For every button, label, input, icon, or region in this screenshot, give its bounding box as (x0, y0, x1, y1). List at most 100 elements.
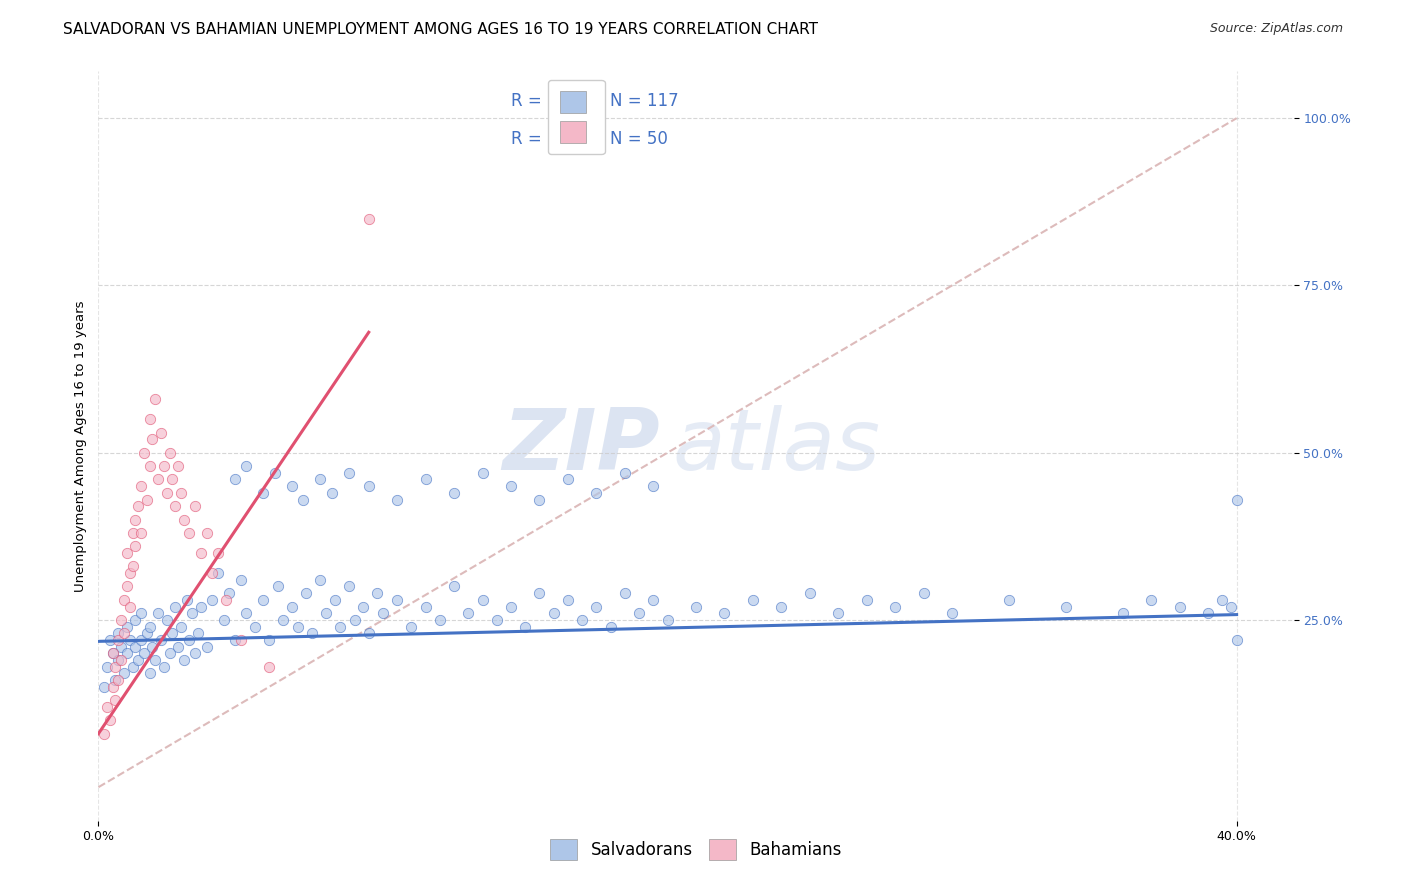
Point (184, 646, 207, 660)
Point (321, 485, 343, 500)
Point (104, 693, 127, 707)
Point (585, 485, 607, 500)
Point (385, 592, 409, 607)
Point (127, 500, 149, 514)
Point (207, 566, 229, 581)
Point (235, 607, 257, 621)
Point (415, 473, 437, 487)
Point (201, 592, 224, 607)
Point (138, 666, 160, 681)
Point (141, 640, 163, 654)
Point (115, 580, 138, 594)
Point (118, 633, 141, 648)
Point (1219, 599, 1241, 614)
Point (352, 599, 374, 614)
Point (267, 580, 290, 594)
Point (138, 412, 160, 426)
Point (162, 473, 184, 487)
Point (1140, 592, 1163, 607)
Point (309, 473, 332, 487)
Point (529, 492, 551, 507)
Point (184, 500, 207, 514)
Point (96, 699, 118, 714)
Text: Source: ZipAtlas.com: Source: ZipAtlas.com (1209, 22, 1343, 36)
Point (443, 485, 465, 500)
Point (150, 633, 173, 648)
Point (124, 539, 146, 553)
Point (1197, 607, 1219, 621)
Point (599, 620, 621, 634)
Point (162, 626, 184, 640)
Point (101, 680, 124, 694)
Point (115, 546, 138, 560)
Point (485, 613, 508, 627)
Point (148, 607, 170, 621)
Point (115, 620, 138, 634)
Point (252, 485, 274, 500)
Point (118, 566, 141, 581)
Point (115, 646, 138, 660)
Point (229, 573, 252, 587)
Point (998, 592, 1021, 607)
Point (159, 446, 181, 460)
Point (827, 607, 849, 621)
Point (107, 653, 129, 667)
Point (657, 613, 679, 627)
Point (153, 660, 176, 674)
Point (129, 607, 152, 621)
Point (167, 640, 190, 654)
Point (499, 599, 522, 614)
Point (212, 613, 235, 627)
Point (401, 620, 423, 634)
Point (190, 546, 212, 560)
Point (156, 485, 179, 500)
Point (613, 586, 636, 600)
Point (371, 607, 394, 621)
Y-axis label: Unemployment Among Ages 16 to 19 years: Unemployment Among Ages 16 to 19 years (75, 301, 87, 591)
Point (1054, 599, 1077, 614)
Point (543, 607, 565, 621)
Point (741, 592, 763, 607)
Point (104, 673, 127, 688)
Point (257, 633, 280, 648)
Point (685, 599, 707, 614)
Legend: Salvadorans, Bahamians: Salvadorans, Bahamians (543, 830, 849, 869)
Point (153, 459, 176, 474)
Point (138, 459, 160, 474)
Point (243, 620, 266, 634)
Point (179, 633, 201, 648)
Point (101, 646, 124, 660)
Point (167, 459, 190, 474)
Point (628, 607, 651, 621)
Point (337, 580, 360, 594)
Point (215, 592, 238, 607)
Point (176, 592, 198, 607)
Point (912, 586, 935, 600)
Point (643, 479, 665, 493)
Point (343, 613, 366, 627)
Point (129, 526, 152, 541)
Point (357, 211, 380, 226)
Point (557, 592, 579, 607)
Point (150, 425, 173, 440)
Point (195, 526, 218, 541)
Point (281, 599, 304, 614)
Point (357, 626, 380, 640)
Point (385, 492, 409, 507)
Point (190, 599, 212, 614)
Point (292, 492, 315, 507)
Point (357, 479, 380, 493)
Point (287, 620, 309, 634)
Text: atlas: atlas (672, 404, 880, 488)
Point (132, 446, 155, 460)
Point (799, 586, 821, 600)
Point (415, 599, 437, 614)
Point (93, 726, 115, 740)
Point (855, 592, 877, 607)
Point (118, 599, 141, 614)
Point (529, 586, 551, 600)
Point (124, 640, 146, 654)
Point (235, 459, 257, 474)
Point (156, 613, 179, 627)
Point (135, 492, 157, 507)
